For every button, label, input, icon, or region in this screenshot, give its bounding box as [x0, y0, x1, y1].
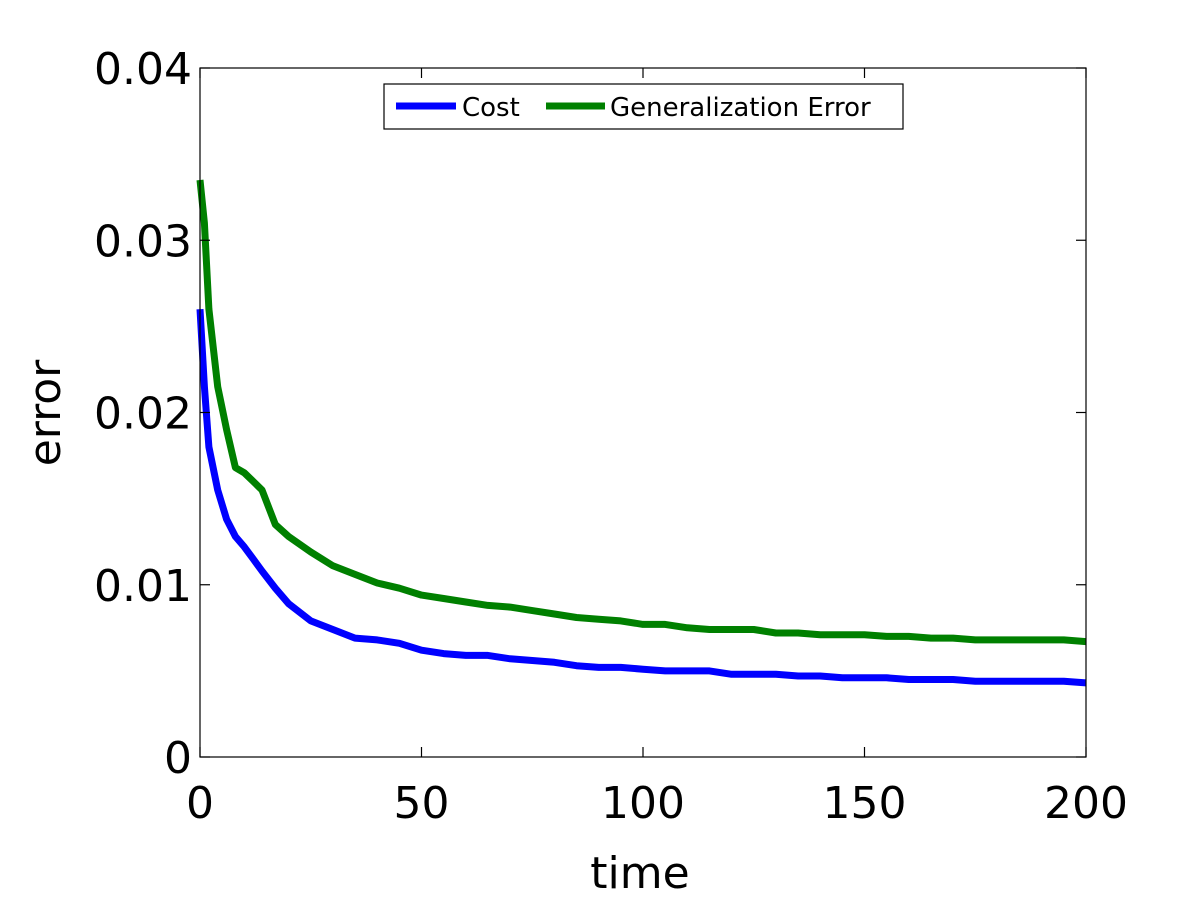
axes — [199, 67, 1087, 758]
y-tick-label: 0.01 — [94, 561, 192, 612]
y-tick-label: 0.03 — [94, 216, 192, 267]
x-tick-label: 100 — [601, 778, 685, 829]
x-tick-label: 150 — [823, 778, 907, 829]
legend-box — [383, 83, 904, 130]
legend-label: Generalization Error — [610, 93, 871, 123]
series-line-1 — [196, 309, 1087, 687]
y-tick-label: 0 — [164, 733, 192, 784]
y-tick-label: 0.02 — [94, 389, 192, 440]
legend: Cost Generalization Error — [383, 83, 904, 130]
x-axis-label: time — [590, 848, 689, 899]
legend-label: Cost — [462, 93, 520, 123]
series-line-2 — [196, 179, 1087, 646]
ticks: 0 50 100 150 200 0 0.01 0.02 0.03 0.04 — [94, 44, 1128, 829]
x-tick-label: 50 — [394, 778, 450, 829]
x-tick-label: 0 — [186, 778, 214, 829]
y-axis-label: error — [20, 359, 71, 466]
y-tick-label: 0.04 — [94, 44, 192, 95]
series-layer — [196, 179, 1087, 687]
x-tick-label: 200 — [1044, 778, 1128, 829]
plot-frame — [199, 67, 1087, 758]
